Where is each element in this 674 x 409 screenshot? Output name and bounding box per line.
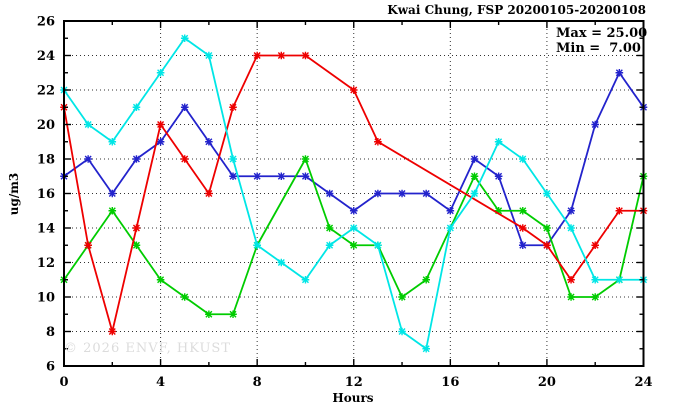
svg-text:8: 8 [46, 325, 55, 340]
svg-text:20: 20 [538, 375, 556, 390]
svg-text:16: 16 [441, 375, 459, 390]
svg-text:8: 8 [253, 375, 262, 390]
svg-text:26: 26 [37, 15, 55, 30]
y-axis-title: ug/m3 [7, 172, 21, 216]
svg-text:12: 12 [345, 375, 363, 390]
svg-text:22: 22 [37, 84, 55, 99]
max-min-legend: Max = 25.00 Min = 7.00 [556, 26, 647, 56]
x-axis-title: Hours [332, 391, 374, 405]
svg-text:20: 20 [37, 118, 55, 133]
svg-text:18: 18 [37, 153, 55, 168]
svg-text:12: 12 [37, 256, 55, 271]
svg-text:14: 14 [37, 222, 55, 237]
svg-text:16: 16 [37, 187, 55, 202]
max-value-label: Max = 25.00 [556, 26, 648, 41]
svg-text:0: 0 [59, 375, 68, 390]
chart-title: Kwai Chung, FSP 20200105-20200108 [387, 3, 646, 17]
svg-text:24: 24 [37, 49, 55, 64]
svg-text:10: 10 [37, 291, 55, 306]
svg-text:6: 6 [46, 360, 55, 375]
min-value-label: Min = 7.00 [556, 41, 641, 56]
svg-text:4: 4 [156, 375, 165, 390]
svg-text:24: 24 [634, 375, 652, 390]
watermark-text: © 2026 ENVF, HKUST [64, 341, 231, 356]
